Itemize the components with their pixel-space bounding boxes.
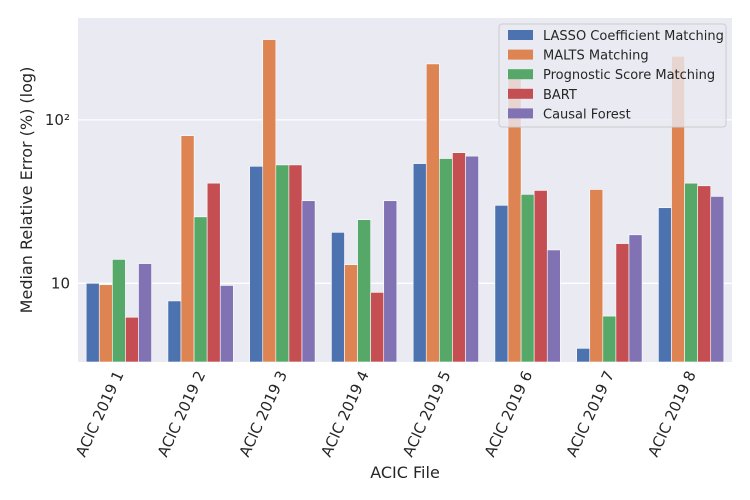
bar: [262, 39, 277, 363]
bar: [275, 164, 290, 363]
y-tick-labels: 10 10²: [45, 111, 70, 292]
legend-label: Prognostic Score Matching: [543, 68, 715, 83]
bar: [180, 135, 195, 363]
bar: [167, 300, 182, 363]
bar: [533, 190, 548, 363]
bar: [452, 152, 466, 363]
legend-swatch: [508, 69, 533, 80]
bar: [138, 263, 152, 363]
bar: [112, 259, 126, 363]
x-tick-label: ACIC 2019 1: [72, 368, 127, 460]
x-tick-label: ACIC 2019 3: [236, 368, 291, 460]
bar: [494, 205, 509, 363]
bar: [589, 189, 604, 363]
x-tick-label: ACIC 2019 2: [154, 368, 209, 460]
bar: [684, 182, 698, 363]
legend-label: BART: [543, 88, 577, 103]
bar: [98, 284, 113, 363]
bar: [697, 185, 712, 363]
bar: [331, 232, 345, 363]
x-tick-label: ACIC 2019 5: [399, 368, 454, 460]
bar: [412, 163, 427, 363]
bar: [193, 216, 208, 363]
bar: [425, 63, 440, 363]
bar: [344, 264, 358, 363]
bar: [125, 316, 139, 363]
bar: [658, 207, 672, 363]
bar: [219, 285, 234, 363]
bar: [520, 194, 535, 363]
bar: [465, 155, 479, 363]
y-tick-label: 10²: [45, 111, 70, 129]
bar: [206, 182, 221, 363]
y-tick-label: 10: [51, 274, 70, 292]
y-axis-title: Median Relative Error (%) (log): [17, 67, 36, 314]
bar: [615, 243, 630, 363]
x-tick-label: ACIC 2019 7: [563, 368, 618, 460]
x-tick-label: ACIC 2019 4: [317, 368, 372, 460]
bar: [602, 315, 617, 363]
bar: [301, 200, 316, 363]
bar: [439, 158, 453, 363]
legend-swatch: [508, 88, 533, 99]
bar: [546, 249, 561, 363]
legend-label: LASSO Coefficient Matching: [543, 29, 724, 44]
bar: [628, 234, 643, 363]
bar: [357, 219, 371, 363]
legend-box: [498, 23, 727, 128]
legend-swatch: [508, 108, 533, 119]
bar: [249, 165, 264, 363]
legend-swatch: [508, 49, 533, 60]
x-tick-labels: ACIC 2019 1 ACIC 2019 2 ACIC 2019 3 ACIC 20…: [72, 368, 700, 460]
legend: LASSO Coefficient Matching MALTS Matching…: [498, 23, 727, 128]
bar: [576, 348, 591, 363]
bar: [383, 200, 398, 363]
bar: [85, 283, 100, 363]
legend-swatch: [508, 30, 533, 40]
legend-label: MALTS Matching: [543, 49, 649, 64]
bars: [85, 39, 725, 363]
bar: [288, 164, 303, 363]
bar: [710, 196, 725, 363]
x-axis-title: ACIC File: [370, 463, 440, 482]
x-tick-label: ACIC 2019 8: [644, 368, 699, 460]
bar: [370, 292, 385, 363]
legend-label: Causal Forest: [543, 107, 631, 122]
x-tick-label: ACIC 2019 6: [481, 368, 536, 460]
